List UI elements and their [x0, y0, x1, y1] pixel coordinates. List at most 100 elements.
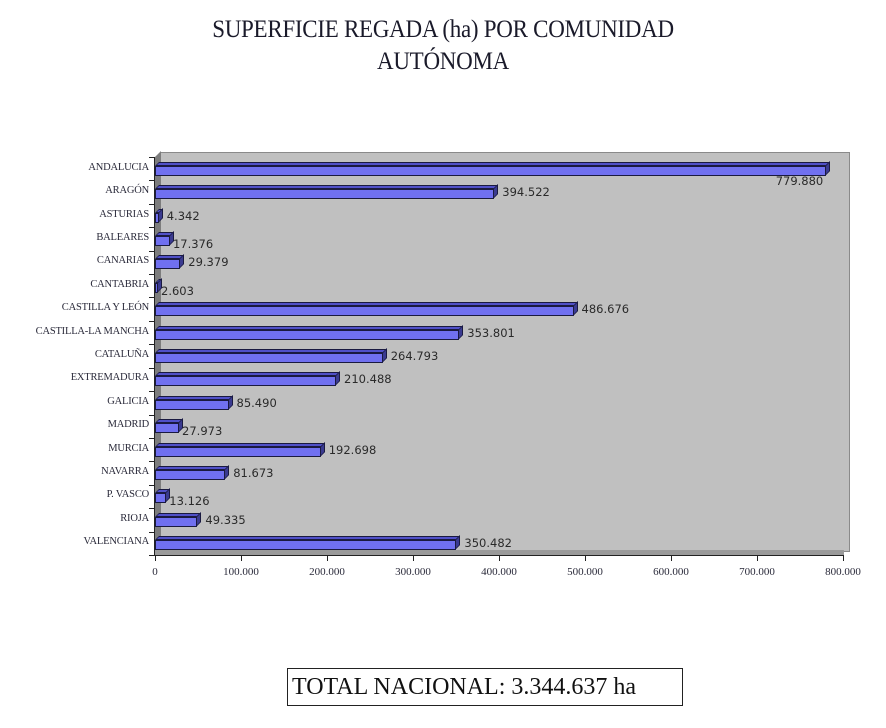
- category-label: CATALUÑA: [94, 349, 149, 360]
- y-tick: [149, 484, 155, 486]
- y-tick: [149, 437, 155, 439]
- chart-title-line1: SUPERFICIE REGADA (ha) POR COMUNIDAD: [212, 16, 674, 43]
- bar: [155, 470, 226, 481]
- bar: [155, 165, 826, 176]
- x-tick: [413, 555, 414, 561]
- value-label: 779.880: [775, 173, 824, 188]
- value-label: 85.490: [236, 395, 277, 410]
- bar: [155, 540, 457, 551]
- y-tick: [149, 367, 155, 369]
- value-label: 17.376: [172, 236, 214, 251]
- bar-top-face: [155, 466, 230, 471]
- category-label: ASTURIAS: [99, 208, 149, 220]
- bar: [155, 423, 180, 434]
- bar-top-face: [155, 161, 830, 166]
- value-label: 2.603: [161, 283, 194, 298]
- x-tick-label: 500.000: [567, 566, 603, 578]
- category-label: P. VASCO: [106, 489, 150, 501]
- bar-top-face: [155, 185, 499, 190]
- value-label: 353.801: [467, 325, 515, 340]
- x-tick-label: 0: [152, 566, 158, 578]
- y-tick: [149, 203, 155, 205]
- y-tick: [149, 344, 155, 346]
- x-tick: [499, 555, 500, 561]
- bar: [155, 259, 181, 270]
- category-label: GALICIA: [107, 395, 149, 407]
- bar: [155, 235, 170, 246]
- bar-top-face: [155, 395, 233, 400]
- value-label: 27.973: [182, 424, 223, 439]
- y-axis: [154, 157, 155, 555]
- value-label: 13.126: [169, 494, 210, 509]
- y-tick: [149, 414, 155, 416]
- value-label: 264.793: [390, 349, 439, 363]
- x-tick-label: 800.000: [825, 566, 861, 578]
- y-tick: [149, 391, 155, 393]
- bar: [155, 353, 383, 363]
- category-label: MURCIA: [108, 442, 149, 454]
- bar: [155, 516, 198, 527]
- x-tick-label: 400.000: [481, 566, 517, 578]
- y-tick: [149, 461, 155, 463]
- bar: [155, 376, 337, 387]
- value-label: 394.522: [502, 185, 550, 200]
- bar: [155, 189, 495, 200]
- category-label: ARAGÓN: [105, 185, 149, 197]
- x-tick-label: 100.000: [223, 566, 259, 578]
- category-label: MADRID: [107, 419, 150, 431]
- x-tick-label: 700.000: [739, 566, 775, 578]
- y-tick: [149, 227, 155, 229]
- total-nacional-box: TOTAL NACIONAL: 3.344.637 ha: [287, 668, 683, 706]
- chart-title: SUPERFICIE REGADA (ha) POR COMUNIDAD AUT…: [35, 14, 850, 78]
- category-label: EXTREMADURA: [70, 372, 150, 384]
- plot-floor: [155, 550, 844, 555]
- value-label: 49.335: [205, 512, 246, 527]
- x-tick: [241, 555, 242, 561]
- x-tick-label: 200.000: [309, 566, 345, 578]
- category-label: CASTILLA Y LEÓN: [61, 302, 149, 314]
- y-tick: [149, 508, 155, 510]
- bar-top-face: [155, 372, 341, 377]
- category-label: CASTILLA-LA MANCHA: [35, 325, 150, 337]
- bar-top-face: [155, 325, 464, 330]
- value-label: 350.482: [464, 536, 512, 551]
- x-tick: [757, 555, 758, 561]
- x-tick: [155, 555, 156, 561]
- bar: [155, 306, 574, 317]
- category-label: CANTABRIA: [90, 278, 149, 290]
- value-label: 210.488: [344, 372, 392, 387]
- category-label: CANARIAS: [96, 255, 149, 267]
- value-label: 81.673: [233, 466, 274, 481]
- y-tick: [149, 274, 155, 276]
- y-tick: [149, 180, 155, 182]
- value-label: 29.379: [188, 255, 229, 270]
- x-tick: [843, 555, 844, 561]
- bar-top-face: [155, 349, 387, 353]
- bar-top-face: [155, 512, 202, 517]
- y-tick: [149, 157, 155, 158]
- chart-title-line2: AUTÓNOMA: [377, 48, 509, 75]
- y-tick: [149, 250, 155, 252]
- category-label: ANDALUCIA: [88, 161, 149, 173]
- x-tick: [327, 555, 328, 561]
- value-label: 4.342: [166, 208, 200, 223]
- category-label: NAVARRA: [101, 466, 149, 478]
- bar-top-face: [155, 302, 578, 307]
- bar-top-face: [155, 536, 461, 541]
- value-label: 486.676: [581, 302, 630, 317]
- bar-top-face: [155, 442, 325, 447]
- y-tick: [149, 297, 155, 299]
- category-label: BALEARES: [96, 231, 149, 243]
- x-tick: [671, 555, 672, 561]
- y-tick: [149, 531, 155, 533]
- value-label: 192.698: [328, 442, 377, 457]
- x-tick-label: 600.000: [653, 566, 689, 578]
- bar: [155, 446, 321, 457]
- category-label: VALENCIANA: [83, 536, 150, 548]
- bar: [155, 329, 460, 340]
- category-label: RIOJA: [120, 512, 149, 524]
- x-tick-label: 300.000: [395, 566, 431, 578]
- x-tick: [585, 555, 586, 561]
- bar: [155, 399, 229, 410]
